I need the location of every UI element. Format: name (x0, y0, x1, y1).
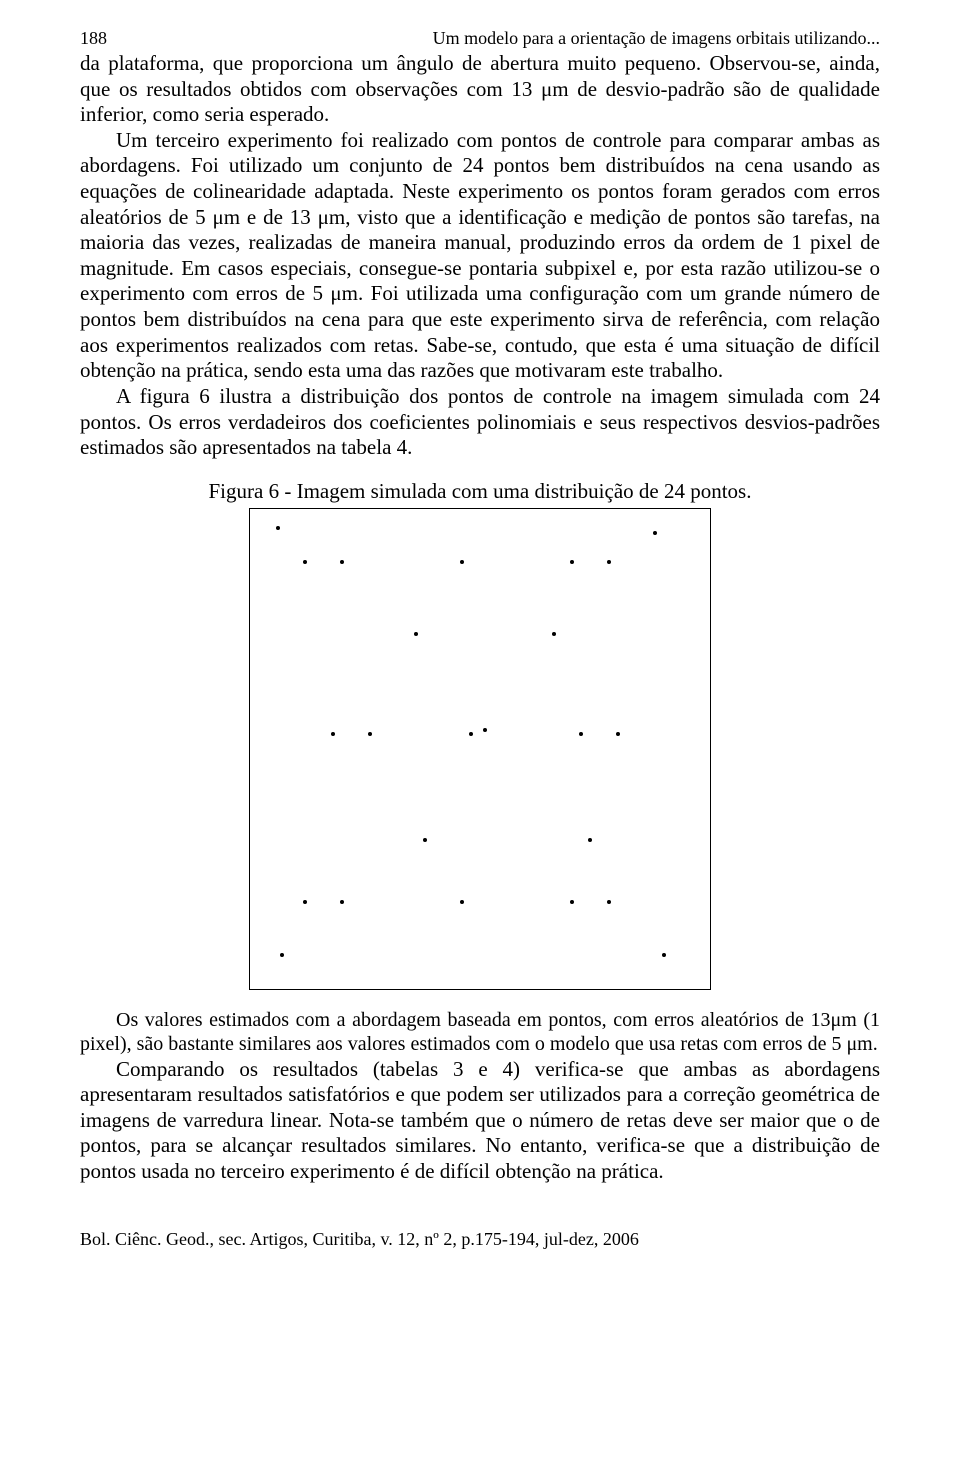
figure-point (340, 560, 344, 564)
paragraph-2: Um terceiro experimento foi realizado co… (80, 128, 880, 384)
figure-point (331, 732, 335, 736)
figure-point (653, 531, 657, 535)
figure-point (303, 900, 307, 904)
figure-point (552, 632, 556, 636)
figure-point (414, 632, 418, 636)
figure-point (368, 732, 372, 736)
page: 188 Um modelo para a orientação de image… (0, 0, 960, 1290)
paragraph-5: Comparando os resultados (tabelas 3 e 4)… (80, 1057, 880, 1185)
figure-point (483, 728, 487, 732)
paragraph-4: Os valores estimados com a abordagem bas… (80, 1008, 880, 1057)
footer-citation: Bol. Ciênc. Geod., sec. Artigos, Curitib… (80, 1229, 880, 1250)
figure-point (579, 732, 583, 736)
figure-point (460, 560, 464, 564)
figure-point (616, 732, 620, 736)
running-header: 188 Um modelo para a orientação de image… (80, 28, 880, 49)
running-title: Um modelo para a orientação de imagens o… (433, 28, 880, 49)
figure-point (303, 560, 307, 564)
figure-point (607, 560, 611, 564)
figure-point (340, 900, 344, 904)
page-number: 188 (80, 28, 107, 49)
paragraph-1: da plataforma, que proporciona um ângulo… (80, 51, 880, 128)
figure-point (423, 838, 427, 842)
figure-point (460, 900, 464, 904)
figure-wrapper (80, 508, 880, 990)
paragraph-3: A figura 6 ilustra a distribuição dos po… (80, 384, 880, 461)
figure-box (249, 508, 711, 990)
figure-point (662, 953, 666, 957)
figure-point (570, 560, 574, 564)
figure-point (607, 900, 611, 904)
figure-caption: Figura 6 - Imagem simulada com uma distr… (80, 479, 880, 504)
figure-point (588, 838, 592, 842)
figure-point (280, 953, 284, 957)
figure-point (276, 526, 280, 530)
figure-point (469, 732, 473, 736)
figure-point (570, 900, 574, 904)
